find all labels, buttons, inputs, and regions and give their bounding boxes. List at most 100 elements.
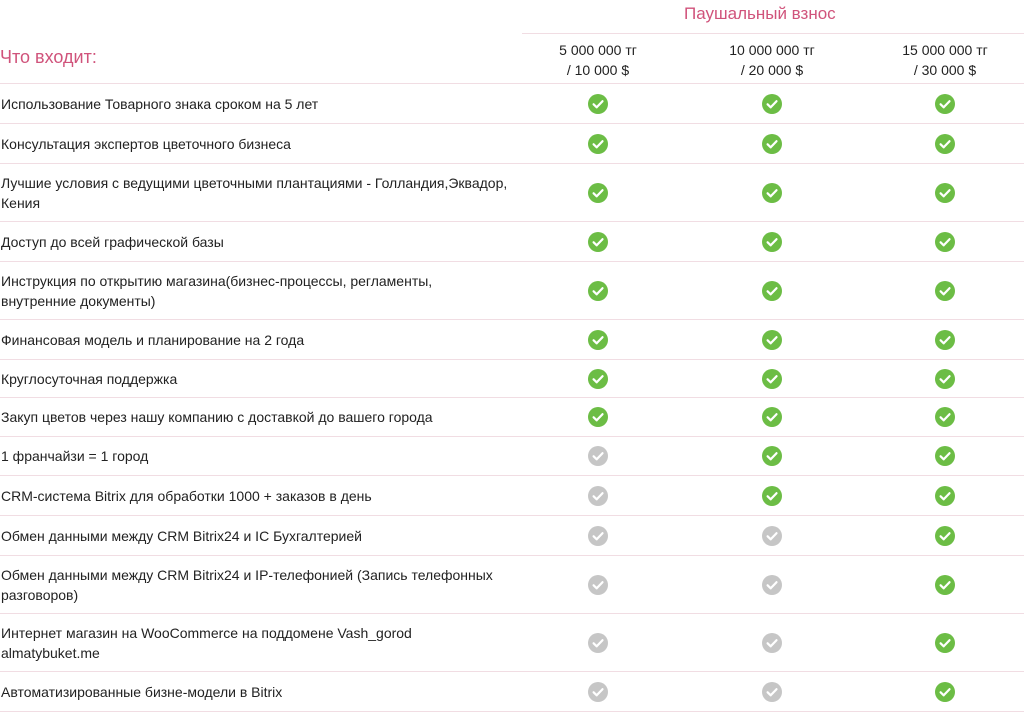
check-icon	[588, 231, 608, 252]
check-icon	[762, 231, 782, 252]
table-row: Интернет магазин на WooCommerce на поддо…	[0, 614, 1024, 672]
check-icon	[762, 681, 782, 702]
check-cell	[935, 280, 955, 301]
check-cell	[935, 574, 955, 595]
check-icon	[935, 280, 955, 301]
table-row: Лучшие условия с ведущими цветочными пла…	[0, 164, 1024, 222]
check-icon	[588, 681, 608, 702]
check-icon	[935, 133, 955, 154]
check-cell	[588, 368, 608, 389]
check-icon	[935, 93, 955, 114]
check-cell	[935, 485, 955, 506]
table-row: Закуп цветов через нашу компанию с доста…	[0, 398, 1024, 437]
check-icon	[588, 368, 608, 389]
check-icon	[762, 182, 782, 203]
package-price-2: 10 000 000 тг / 20 000 $	[685, 40, 859, 80]
feature-label: Инструкция по открытию магазина(бизнес-п…	[1, 272, 433, 309]
check-icon	[935, 231, 955, 252]
check-cell	[762, 329, 782, 350]
check-icon	[935, 182, 955, 203]
package-price-tg: 10 000 000 тг	[729, 42, 815, 58]
check-cell	[935, 133, 955, 154]
check-cell	[935, 525, 955, 546]
check-icon	[762, 446, 782, 466]
feature-label: Использование Товарного знака сроком на …	[1, 95, 319, 112]
check-cell	[588, 280, 608, 301]
check-cell	[762, 280, 782, 301]
check-icon	[588, 93, 608, 114]
check-cell	[588, 632, 608, 653]
table-row: 1 франчайзи = 1 город	[0, 437, 1024, 476]
package-price-usd: / 30 000 $	[913, 62, 977, 78]
feature-label: Закуп цветов через нашу компанию с доста…	[1, 409, 433, 425]
check-icon	[588, 133, 608, 154]
table-row: Автоматизированные бизне-модели в Bitrix	[0, 672, 1024, 712]
check-cell	[762, 133, 782, 154]
table-row: Обмен данными между CRM Bitrix24 и IP-те…	[0, 556, 1024, 614]
check-cell	[935, 407, 955, 427]
check-cell	[588, 133, 608, 154]
check-cell	[935, 681, 955, 702]
feature-label: Финансовая модель и планирование на 2 го…	[1, 331, 305, 348]
package-price-tg: 15 000 000 тг	[902, 42, 988, 58]
check-cell	[588, 93, 608, 114]
feature-label: Лучшие условия с ведущими цветочными пла…	[1, 174, 508, 211]
check-cell	[762, 407, 782, 427]
package-price-usd: / 10 000 $	[566, 62, 630, 78]
header-divider	[0, 83, 1024, 84]
check-icon	[762, 329, 782, 350]
feature-label: Обмен данными между CRM Bitrix24 и IC Бу…	[1, 527, 362, 544]
package-price-usd: / 20 000 $	[740, 62, 804, 78]
check-icon	[762, 485, 782, 506]
check-cell	[762, 574, 782, 595]
feature-label: CRM-система Bitrix для обработки 1000 + …	[1, 487, 372, 504]
check-cell	[762, 446, 782, 466]
check-cell	[762, 231, 782, 252]
check-icon	[762, 525, 782, 546]
check-cell	[588, 231, 608, 252]
check-icon	[762, 93, 782, 114]
feature-label: Доступ до всей графической базы	[1, 233, 224, 250]
check-cell	[762, 182, 782, 203]
check-cell	[588, 525, 608, 546]
check-icon	[762, 407, 782, 427]
check-cell	[762, 525, 782, 546]
check-cell	[762, 485, 782, 506]
check-cell	[762, 632, 782, 653]
check-icon	[762, 632, 782, 653]
check-icon	[588, 574, 608, 595]
feature-label: 1 франчайзи = 1 город	[1, 448, 149, 464]
table-caption: Паушальный взнос	[684, 4, 836, 23]
check-icon	[588, 329, 608, 350]
check-icon	[935, 574, 955, 595]
check-icon	[935, 525, 955, 546]
check-icon	[762, 574, 782, 595]
check-cell	[588, 446, 608, 466]
table-row: Консультация экспертов цветочного бизнес…	[0, 124, 1024, 164]
check-icon	[762, 368, 782, 389]
check-cell	[588, 681, 608, 702]
check-cell	[935, 93, 955, 114]
check-icon	[588, 182, 608, 203]
check-icon	[935, 632, 955, 653]
check-cell	[762, 93, 782, 114]
check-cell	[935, 632, 955, 653]
check-cell	[935, 231, 955, 252]
table-row: Финансовая модель и планирование на 2 го…	[0, 320, 1024, 360]
feature-label: Автоматизированные бизне-модели в Bitrix	[1, 683, 283, 700]
check-icon	[588, 446, 608, 466]
check-icon	[588, 632, 608, 653]
table-row: Инструкция по открытию магазина(бизнес-п…	[0, 262, 1024, 320]
package-price-3: 15 000 000 тг / 30 000 $	[858, 40, 1024, 80]
check-icon	[935, 446, 955, 466]
table-row: Круглосуточная поддержка	[0, 360, 1024, 398]
check-icon	[588, 485, 608, 506]
table-row: Обмен данными между CRM Bitrix24 и IC Бу…	[0, 516, 1024, 556]
check-cell	[935, 446, 955, 466]
package-price-1: 5 000 000 тг / 10 000 $	[511, 40, 685, 80]
feature-label: Круглосуточная поддержка	[1, 370, 178, 387]
table-row: CRM-система Bitrix для обработки 1000 + …	[0, 476, 1024, 516]
includes-heading: Что входит:	[0, 47, 97, 67]
table-row: Доступ до всей графической базы	[0, 222, 1024, 262]
check-icon	[588, 280, 608, 301]
